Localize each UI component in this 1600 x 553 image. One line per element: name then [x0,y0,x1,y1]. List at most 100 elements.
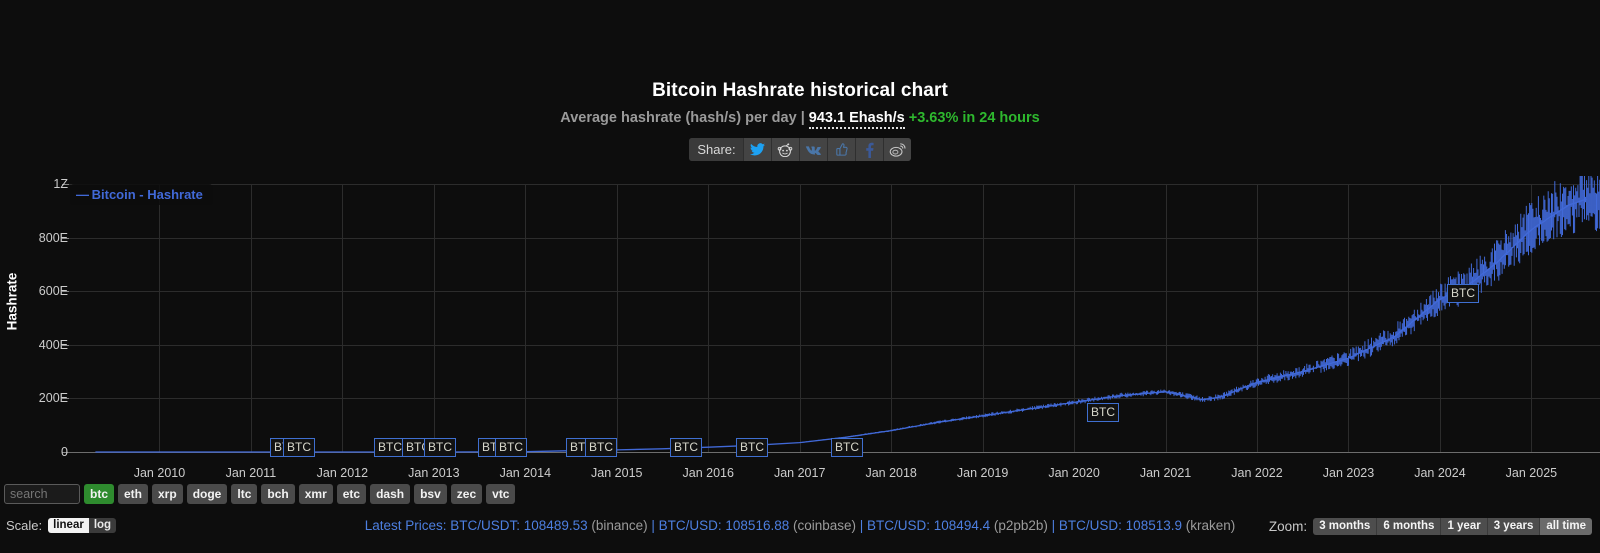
event-flag-btc[interactable]: BTC [831,438,863,457]
chart-plot-area[interactable]: Hashrate 0 200E 400E 600E 800E 1Z Jan 2010 Jan… [0,176,1600,480]
x-tick-label: Jan 2024 [1414,466,1466,480]
gridline-vertical [708,184,710,452]
coin-button-dash[interactable]: dash [370,484,411,504]
event-flag-btc[interactable]: BTC [585,438,617,457]
y-tick-label: 800E [38,230,68,245]
legend-dash: — [76,187,89,202]
y-tick [62,398,69,400]
x-tick-label: Jan 2010 [133,466,186,480]
coin-button-btc[interactable]: btc [84,484,114,504]
zoom-option-3y[interactable]: 3 years [1487,518,1541,535]
page-title: Bitcoin Hashrate historical chart [652,80,948,101]
gridline-vertical [1348,184,1350,452]
scale-option-log[interactable]: log [88,518,117,533]
gridline-horizontal [68,398,1600,400]
scale-option-linear[interactable]: linear [48,518,89,533]
price-separator: | [856,518,868,533]
zoom-option-6m[interactable]: 6 months [1377,518,1442,535]
gridline-vertical [891,184,893,452]
event-flag-btc[interactable]: BTC [283,438,315,457]
x-tick-label: Jan 2012 [316,466,369,480]
gridline-vertical [1257,184,1258,452]
y-tick-label: 400E [38,337,68,352]
x-tick-label: Jan 2020 [1048,466,1100,480]
x-tick-label: Jan 2014 [499,466,552,480]
price-entry: BTC/USDT: 108489.53 (binance) [450,518,647,533]
event-flag-btc[interactable]: BTC [1447,284,1479,303]
vk-share-icon[interactable] [798,138,827,161]
scale-label: Scale: [6,518,43,533]
reddit-share-icon[interactable] [770,138,799,161]
event-flag-btc[interactable]: BTC [670,438,702,457]
coin-button-bch[interactable]: bch [261,484,295,504]
gridline-vertical [1074,184,1076,452]
x-tick-label: Jan 2018 [865,466,917,480]
coin-button-eth[interactable]: eth [118,484,148,504]
gridline-horizontal [68,291,1600,293]
zoom-option-all[interactable]: all time [1540,518,1592,535]
latest-prices: Latest Prices: BTC/USDT: 108489.53 (bina… [0,518,1600,533]
event-flag-btc[interactable]: BTC [424,438,456,457]
chart-legend[interactable]: — Bitcoin - Hashrate [70,184,213,205]
gridline-vertical [250,184,252,452]
coin-button-bsv[interactable]: bsv [414,484,447,504]
latest-prices-label: Latest Prices: [364,518,447,533]
legend-label: Bitcoin - Hashrate [91,187,203,202]
price-separator: | [647,518,659,533]
gridline-vertical [1439,184,1441,452]
y-tick [62,237,69,239]
chart-header: Bitcoin Hashrate historical chart Averag… [0,0,1600,129]
price-entry: BTC/USD: 108516.88 (coinbase) [659,518,856,533]
ok-share-icon[interactable] [826,138,855,161]
price-entry: BTC/USD: 108513.9 (kraken) [1059,518,1235,533]
price-pair-value: BTC/USD: 108513.9 [1058,518,1186,533]
gridline-horizontal [68,344,1600,346]
y-tick [62,184,69,185]
price-exchange: (kraken) [1185,518,1236,533]
subtitle-prefix: Average hashrate (hash/s) per day | [560,110,809,126]
price-separator: | [1047,518,1059,533]
current-hashrate-value: 943.1 Ehash/s [808,110,905,129]
gridline-vertical [433,184,435,452]
search-input[interactable] [4,484,80,504]
price-pair-value: BTC/USD: 108516.88 [658,518,793,533]
x-tick-label: Jan 2017 [773,466,826,480]
coin-button-ltc[interactable]: ltc [231,484,258,504]
hashrate-volatility [799,176,1600,443]
weibo-share-icon[interactable] [882,138,911,161]
x-tick-label: Jan 2015 [591,466,643,480]
change-percent: +3.63% in 24 hours [908,110,1040,126]
price-pair-value: BTC/USDT: 108489.53 [450,518,592,533]
coin-button-zec[interactable]: zec [450,484,483,504]
x-tick-label: Jan 2013 [408,466,460,480]
event-flag-btc[interactable]: BTC [736,438,768,457]
zoom-control: Zoom: 3 months 6 months 1 year 3 years all t… [1269,518,1592,535]
y-tick-label: 200E [38,391,68,406]
x-tick-label: Jan 2019 [956,466,1009,480]
coin-button-etc[interactable]: etc [336,484,367,504]
gridline-horizontal [68,184,1600,185]
twitter-share-icon[interactable] [742,138,771,161]
zoom-segmented-control: 3 months 6 months 1 year 3 years all time [1313,518,1592,535]
gridline-vertical [525,184,527,452]
coin-button-xmr[interactable]: xmr [298,484,333,504]
event-flag-btc[interactable]: BTC [1087,403,1119,422]
coin-button-xrp[interactable]: xrp [152,484,183,504]
coin-button-vtc[interactable]: vtc [486,484,516,504]
bottom-toolbar: Scale: linear log Latest Prices: BTC/USDT… [0,508,1600,553]
gridline-vertical [342,184,344,452]
gridline-vertical [616,184,618,452]
zoom-label: Zoom: [1268,519,1308,534]
y-tick-label: 0 [61,445,68,459]
x-tick-label: Jan 2021 [1139,466,1192,480]
zoom-option-3m[interactable]: 3 months [1313,518,1378,535]
price-exchange: (binance) [591,518,648,533]
zoom-option-1y[interactable]: 1 year [1441,518,1488,535]
coin-button-doge[interactable]: doge [186,484,228,504]
event-flag-btc[interactable]: BTC [495,438,527,457]
price-pair-value: BTC/USD: 108494.4 [867,518,994,533]
gridline-horizontal [68,237,1600,239]
facebook-share-icon[interactable] [854,138,883,161]
